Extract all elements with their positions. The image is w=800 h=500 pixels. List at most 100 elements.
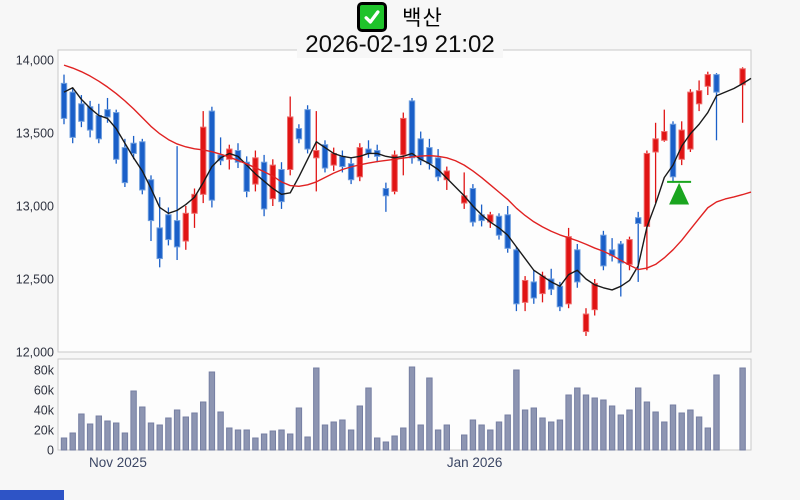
candle-body xyxy=(669,123,677,178)
volume-bar xyxy=(521,409,529,451)
volume-bar xyxy=(69,432,76,451)
candle-body xyxy=(400,117,407,156)
candle-body xyxy=(391,154,398,192)
chart-header: 백산 2026-02-19 21:02 xyxy=(0,0,800,58)
candle xyxy=(287,96,294,176)
candle xyxy=(574,243,581,288)
candle-body xyxy=(173,220,181,248)
candle-body xyxy=(104,109,111,118)
volume-bar xyxy=(365,387,372,451)
volume-bar xyxy=(417,424,424,451)
volume-bar xyxy=(461,434,468,451)
volume-bar xyxy=(495,421,503,451)
volume-bar xyxy=(635,387,642,451)
candle-body xyxy=(252,157,259,185)
candle xyxy=(60,74,68,125)
horizontal-scrollbar-thumb[interactable] xyxy=(0,490,64,500)
volume-bar xyxy=(304,436,311,451)
price-plot-area[interactable] xyxy=(57,49,752,353)
volume-bar xyxy=(426,377,433,451)
volume-bar xyxy=(617,414,624,451)
candle-body xyxy=(269,164,277,200)
candle xyxy=(113,109,120,164)
time-axis-label: Nov 2025 xyxy=(89,455,147,470)
candle-body xyxy=(278,169,285,203)
candle-body xyxy=(86,106,94,131)
candle-body xyxy=(539,275,546,295)
price-axis-label: 12,000 xyxy=(16,346,54,360)
volume-bar xyxy=(530,407,537,451)
volume-bar xyxy=(182,416,190,451)
candle-body xyxy=(461,195,468,204)
series-toggle-row: 백산 xyxy=(0,2,800,32)
candle xyxy=(304,105,311,154)
candle-body xyxy=(704,74,711,87)
volume-bar xyxy=(669,404,677,451)
volume-bar xyxy=(443,424,451,451)
volume-bar xyxy=(243,429,250,451)
candle xyxy=(582,308,590,336)
candle-body xyxy=(121,147,129,184)
volume-axis-label: 40k xyxy=(34,404,55,418)
volume-bar xyxy=(356,405,364,451)
candle-body xyxy=(434,157,442,178)
volume-bar xyxy=(608,405,616,451)
candle-body xyxy=(165,214,172,241)
volume-bar xyxy=(86,423,94,451)
stock-name: 백산 xyxy=(402,7,443,30)
volume-bar xyxy=(408,366,416,451)
candle-body xyxy=(574,249,581,283)
candle-body xyxy=(626,239,633,265)
candle xyxy=(408,97,416,164)
candle-body xyxy=(356,147,364,178)
candle-body xyxy=(339,155,346,168)
volume-bar xyxy=(330,421,337,451)
volume-bar xyxy=(321,424,329,451)
volume-bar xyxy=(269,430,277,451)
candle xyxy=(278,162,285,209)
candle xyxy=(182,206,190,250)
series-visibility-checkbox[interactable] xyxy=(357,2,388,32)
candle xyxy=(504,206,511,253)
volume-bar xyxy=(487,429,494,451)
volume-bar xyxy=(434,429,442,451)
candle xyxy=(400,112,407,176)
volume-bar xyxy=(130,390,137,451)
candle-body xyxy=(617,243,624,264)
candle xyxy=(321,140,329,173)
candle xyxy=(687,89,694,152)
volume-bar xyxy=(548,421,555,451)
candle xyxy=(713,73,720,141)
candle-body xyxy=(200,126,207,195)
volume-bar xyxy=(60,437,68,451)
candle xyxy=(356,143,364,182)
volume-bar xyxy=(582,394,590,451)
candle xyxy=(669,121,677,183)
candle-body xyxy=(130,142,137,154)
volume-bar xyxy=(400,427,407,451)
candle-body xyxy=(495,215,503,236)
volume-bar xyxy=(600,399,607,451)
candle-body xyxy=(295,128,303,140)
candle xyxy=(156,197,163,268)
candle xyxy=(121,138,129,188)
price-axis-label: 13,000 xyxy=(16,200,54,214)
candle xyxy=(530,270,537,304)
candle xyxy=(269,159,277,206)
volume-bar xyxy=(478,424,485,451)
checkmark-icon xyxy=(364,10,380,24)
candle xyxy=(565,227,572,309)
volume-bar xyxy=(287,433,294,451)
volume-bar xyxy=(252,437,259,451)
candle xyxy=(635,211,642,282)
volume-bar xyxy=(678,412,685,451)
volume-bar xyxy=(556,419,564,451)
candle-body xyxy=(504,214,511,249)
volume-bar xyxy=(95,415,102,451)
buy-signal-marker xyxy=(667,180,692,205)
volume-bar xyxy=(191,412,198,451)
candle-body xyxy=(417,138,424,162)
candle xyxy=(147,175,155,242)
candle xyxy=(208,106,216,208)
